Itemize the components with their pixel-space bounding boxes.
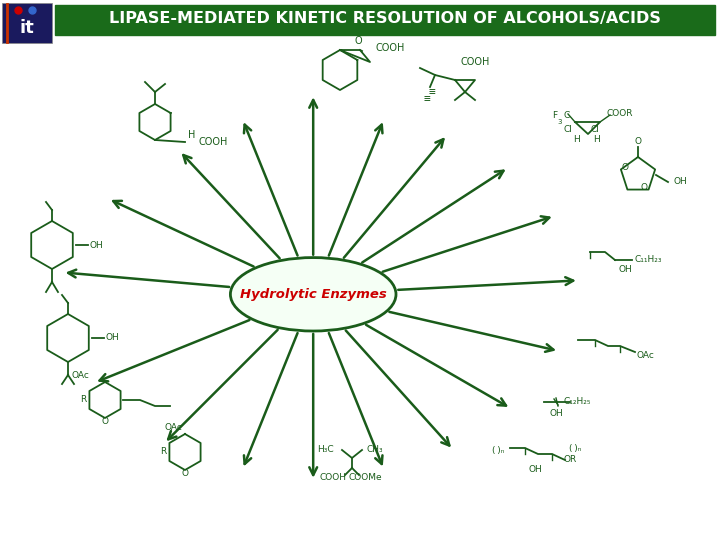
Text: R: R bbox=[160, 448, 166, 456]
FancyBboxPatch shape bbox=[2, 3, 52, 43]
FancyBboxPatch shape bbox=[55, 5, 715, 35]
Text: C₁₁H₂₃: C₁₁H₂₃ bbox=[634, 254, 662, 264]
Text: O: O bbox=[354, 36, 362, 46]
Text: Cl: Cl bbox=[590, 125, 600, 134]
Text: COOH: COOH bbox=[460, 57, 490, 67]
Text: OH: OH bbox=[89, 240, 103, 249]
Text: C: C bbox=[564, 111, 570, 119]
Text: COOMe: COOMe bbox=[348, 474, 382, 483]
Text: O: O bbox=[181, 469, 189, 478]
Text: OAc: OAc bbox=[636, 350, 654, 360]
Text: O: O bbox=[634, 138, 642, 146]
Text: H₃C: H₃C bbox=[317, 446, 333, 455]
Text: OAc: OAc bbox=[71, 370, 89, 380]
Text: COOR: COOR bbox=[607, 109, 634, 118]
Text: ( )ₙ: ( )ₙ bbox=[569, 443, 581, 453]
Text: CH₃: CH₃ bbox=[366, 446, 383, 455]
Text: H: H bbox=[574, 136, 580, 145]
Text: H: H bbox=[189, 130, 196, 140]
Text: R: R bbox=[80, 395, 86, 404]
Text: H: H bbox=[593, 136, 600, 145]
Text: LIPASE-MEDIATED KINETIC RESOLUTION OF ALCOHOLS/ACIDS: LIPASE-MEDIATED KINETIC RESOLUTION OF AL… bbox=[109, 11, 661, 26]
Text: O: O bbox=[102, 417, 109, 427]
Text: ( )ₙ: ( )ₙ bbox=[492, 446, 504, 455]
Text: OH: OH bbox=[673, 178, 687, 186]
Text: OH: OH bbox=[105, 334, 119, 342]
Text: O: O bbox=[621, 163, 629, 172]
Text: OH: OH bbox=[618, 266, 632, 274]
Text: ≡: ≡ bbox=[428, 87, 436, 97]
Text: OAc: OAc bbox=[164, 423, 182, 433]
Text: Hydrolytic Enzymes: Hydrolytic Enzymes bbox=[240, 288, 387, 301]
Text: OH: OH bbox=[528, 465, 542, 475]
Text: F: F bbox=[552, 111, 557, 119]
Text: COOH: COOH bbox=[320, 474, 346, 483]
Text: ≡: ≡ bbox=[423, 94, 431, 104]
Text: 3: 3 bbox=[558, 119, 562, 125]
Text: OR: OR bbox=[563, 456, 577, 464]
Text: O: O bbox=[641, 184, 647, 192]
Text: C₁₂H₂₅: C₁₂H₂₅ bbox=[563, 397, 590, 407]
Ellipse shape bbox=[230, 258, 396, 331]
Text: COOH: COOH bbox=[375, 43, 405, 53]
Text: OH: OH bbox=[549, 409, 563, 418]
Text: COOH: COOH bbox=[198, 137, 228, 147]
Text: it: it bbox=[19, 19, 35, 37]
Text: Cl: Cl bbox=[564, 125, 572, 134]
